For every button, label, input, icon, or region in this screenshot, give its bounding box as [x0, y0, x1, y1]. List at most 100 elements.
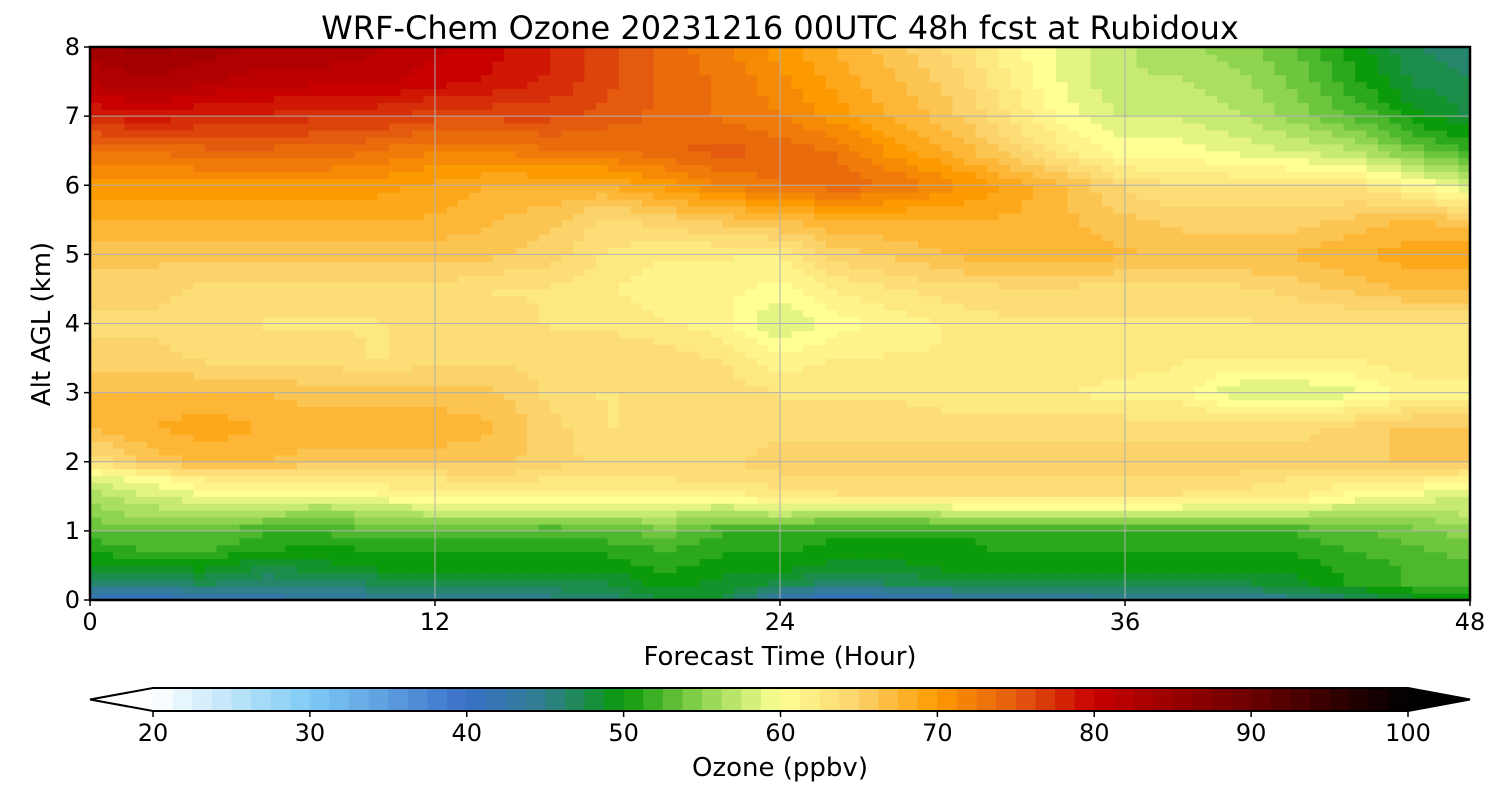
ozone-cell: [619, 351, 632, 359]
ozone-cell: [308, 378, 321, 387]
ozone-cell: [1182, 544, 1195, 553]
ozone-cell: [170, 420, 183, 428]
ozone-cell: [849, 420, 862, 428]
ozone-cell: [101, 330, 114, 338]
ozone-cell: [527, 551, 540, 560]
ozone-cell: [837, 420, 850, 428]
ozone-cell: [929, 475, 942, 484]
ozone-cell: [699, 496, 712, 504]
ozone-cell: [412, 537, 425, 546]
ozone-cell: [481, 392, 494, 401]
ozone-cell: [481, 510, 494, 518]
ozone-cell: [435, 330, 448, 338]
ozone-cell: [941, 586, 954, 594]
ozone-cell: [1079, 558, 1092, 567]
ozone-cell: [331, 593, 344, 600]
ozone-cell: [343, 544, 356, 553]
ozone-cell: [423, 537, 436, 546]
ozone-cell: [665, 461, 678, 470]
ozone-cell: [929, 406, 942, 414]
ozone-cell: [147, 579, 160, 587]
ozone-cell: [515, 593, 528, 600]
ozone-cell: [262, 496, 275, 504]
ozone-cell: [607, 358, 620, 366]
ozone-cell: [895, 351, 908, 359]
ozone-cell: [1217, 323, 1230, 332]
ozone-cell: [446, 330, 459, 338]
ozone-cell: [573, 579, 586, 587]
ozone-cell: [1297, 447, 1310, 456]
ozone-cell: [734, 489, 747, 497]
ozone-cell: [906, 489, 919, 497]
ozone-cell: [1010, 593, 1023, 600]
ozone-cell: [285, 337, 298, 345]
ozone-cell: [412, 544, 425, 553]
ozone-cell: [205, 496, 218, 504]
ozone-cell: [1286, 351, 1299, 359]
ozone-cell: [987, 586, 1000, 594]
ozone-cell: [1366, 475, 1379, 484]
ozone-cell: [665, 371, 678, 380]
ozone-cell: [895, 309, 908, 318]
ozone-cell: [320, 454, 333, 463]
ozone-cell: [768, 579, 781, 587]
ozone-cell: [1113, 358, 1126, 366]
ozone-cell: [699, 551, 712, 560]
ozone-cell: [159, 496, 172, 504]
ozone-cell: [412, 309, 425, 318]
ozone-cell: [745, 517, 758, 525]
ozone-cell: [1010, 565, 1023, 573]
ozone-cell: [1447, 510, 1460, 518]
ozone-cell: [90, 454, 103, 463]
ozone-cell: [1435, 434, 1448, 442]
ozone-cell: [1332, 364, 1345, 373]
ozone-cell: [872, 586, 885, 594]
ozone-cell: [1286, 364, 1299, 373]
ozone-cell: [791, 475, 804, 484]
ozone-cell: [274, 420, 287, 428]
ozone-cell: [446, 565, 459, 573]
ozone-cell: [814, 530, 827, 539]
ozone-cell: [952, 551, 965, 560]
ozone-cell: [1228, 447, 1241, 456]
ozone-cell: [377, 420, 390, 428]
ozone-cell: [918, 406, 931, 414]
ozone-cell: [228, 447, 241, 456]
ozone-cell: [964, 593, 977, 600]
ozone-cell: [1240, 358, 1253, 366]
ozone-cell: [849, 330, 862, 338]
ozone-cell: [975, 572, 988, 580]
ozone-cell: [1309, 413, 1322, 421]
ozone-cell: [699, 351, 712, 359]
ozone-cell: [1366, 510, 1379, 518]
ozone-cell: [630, 420, 643, 428]
ozone-cell: [469, 558, 482, 567]
ozone-cell: [1378, 558, 1391, 567]
ozone-cell: [964, 427, 977, 435]
ozone-cell: [630, 503, 643, 511]
ozone-cell: [814, 537, 827, 546]
ozone-cell: [1182, 413, 1195, 421]
ozone-cell: [653, 572, 666, 580]
ozone-cell: [1067, 316, 1080, 325]
ozone-cell: [1090, 537, 1103, 546]
ozone-cell: [1056, 551, 1069, 560]
ozone-cell: [1309, 337, 1322, 345]
ozone-cell: [159, 351, 172, 359]
ozone-cell: [837, 454, 850, 463]
ozone-cell: [170, 406, 183, 414]
ozone-cell: [849, 593, 862, 600]
ozone-cell: [814, 454, 827, 463]
ozone-cell: [113, 392, 126, 401]
ozone-cell: [1021, 447, 1034, 456]
ozone-cell: [297, 385, 310, 394]
ozone-cell: [159, 537, 172, 546]
ozone-cell: [906, 530, 919, 539]
ozone-cell: [653, 510, 666, 518]
ozone-cell: [607, 413, 620, 421]
ozone-cell: [481, 461, 494, 470]
ozone-cell: [538, 351, 551, 359]
ozone-cell: [147, 475, 160, 484]
ozone-cell: [147, 551, 160, 560]
ozone-cell: [1067, 378, 1080, 387]
